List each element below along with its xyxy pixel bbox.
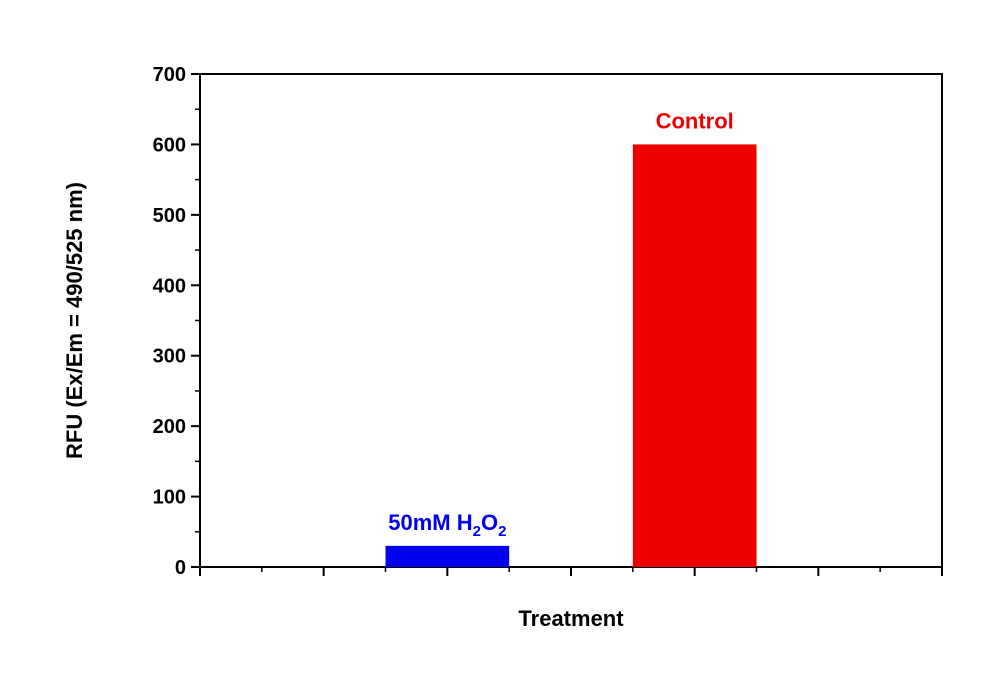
y-tick-label: 300	[153, 346, 186, 368]
y-tick-label: 600	[153, 134, 186, 156]
bar-label: Control	[656, 108, 734, 133]
y-tick-label: 100	[153, 487, 186, 509]
plot-frame	[199, 73, 943, 568]
x-axis-label: Treatment	[518, 606, 624, 631]
y-tick-label: 400	[153, 275, 186, 297]
bar	[632, 144, 757, 567]
y-tick-label: 500	[153, 205, 186, 227]
y-tick-label: 0	[175, 557, 186, 579]
bar	[385, 545, 510, 567]
y-tick-label: 200	[153, 416, 186, 438]
bar-label: 50mM H2O2	[388, 510, 506, 540]
y-tick-label: 700	[153, 64, 186, 86]
y-axis-label: RFU (Ex/Em = 490/525 nm)	[62, 182, 87, 459]
